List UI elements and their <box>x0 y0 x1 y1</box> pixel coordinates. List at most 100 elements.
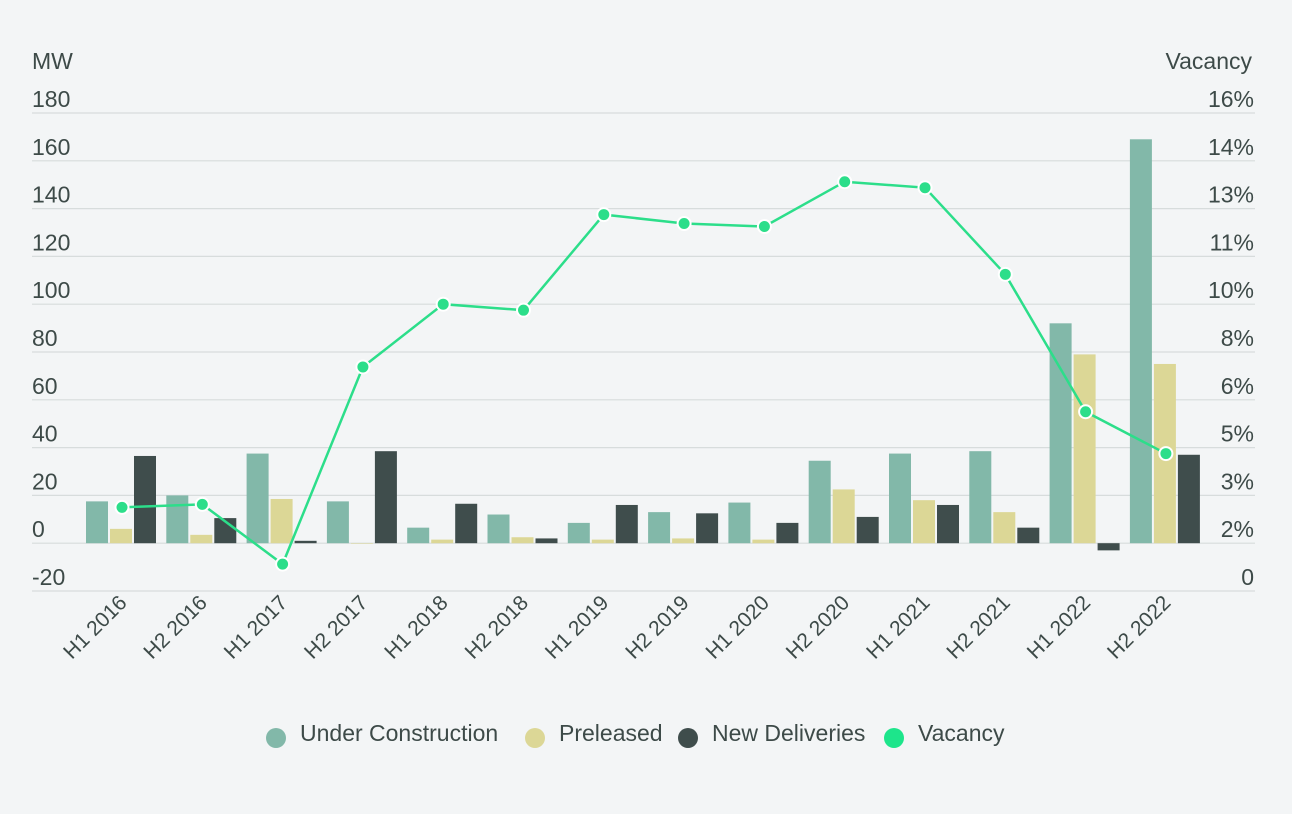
bar-new-deliveries <box>535 538 558 544</box>
bar-new-deliveries <box>134 455 156 544</box>
legend-label: Preleased <box>559 720 663 746</box>
bar-preleased <box>431 539 454 544</box>
bar-under-construction <box>166 495 189 544</box>
vacancy-point <box>435 296 451 312</box>
y-tick-label: 140 <box>32 182 70 208</box>
right-axis-title: Vacancy <box>1165 48 1252 74</box>
vacancy-point <box>114 499 130 515</box>
y2-tick-label: 8% <box>1221 325 1254 351</box>
x-tick-label: H1 2018 <box>380 591 452 663</box>
category-labels: H1 2016 H2 2016 H1 2017 H2 2017 H1 2018 H2 20… <box>59 591 1175 663</box>
vacancy-point <box>1078 404 1094 420</box>
vacancy-point <box>676 216 692 232</box>
vacancy-point <box>596 207 612 223</box>
bar-preleased <box>832 489 855 544</box>
y-tick-label: 120 <box>32 229 70 255</box>
y-tick-label: 100 <box>32 277 70 303</box>
bar-preleased <box>110 528 132 544</box>
bar-under-construction <box>728 502 751 544</box>
y-tick-label: 0 <box>32 516 45 542</box>
bar-new-deliveries <box>856 516 879 544</box>
bar-under-construction <box>1129 139 1152 544</box>
x-tick-label: H1 2016 <box>59 591 131 663</box>
bar-under-construction <box>648 512 671 544</box>
vacancy-point <box>516 302 531 318</box>
x-tick-label: H2 2022 <box>1103 591 1175 663</box>
legend-swatch <box>266 728 286 748</box>
bar-under-construction <box>889 453 911 544</box>
bar-preleased <box>511 537 534 544</box>
bar-new-deliveries <box>294 540 317 544</box>
bar-new-deliveries <box>374 451 397 544</box>
vacancy-point <box>756 219 772 235</box>
vacancy-point <box>355 359 371 375</box>
bar-preleased <box>591 539 614 544</box>
y2-tick-label: 14% <box>1208 134 1254 160</box>
legend-label: Under Construction <box>300 720 498 746</box>
vacancy-point <box>837 174 853 190</box>
left-axis-title: MW <box>32 48 73 74</box>
vacancy-point <box>917 180 933 196</box>
bar-preleased <box>752 539 775 544</box>
legend: Under Construction Preleased New Deliverie… <box>266 720 1005 748</box>
y-tick-label: 160 <box>32 134 70 160</box>
bar-under-construction <box>86 501 108 544</box>
right-axis-ticks: 16% 14% 13% 11% 10% 8% 6% 5% 3% 2% 0 <box>1208 86 1254 590</box>
bar-preleased <box>1073 354 1096 544</box>
bar-new-deliveries <box>1097 543 1120 551</box>
x-tick-label: H1 2017 <box>220 591 292 663</box>
y-tick-label: 80 <box>32 325 58 351</box>
bar-new-deliveries <box>615 504 638 544</box>
y2-tick-label: 13% <box>1208 182 1254 208</box>
bar-under-construction <box>808 460 831 544</box>
y2-tick-label: 3% <box>1221 468 1254 494</box>
x-tick-label: H2 2018 <box>461 591 533 663</box>
bar-new-deliveries <box>696 513 719 544</box>
legend-swatch <box>525 728 545 748</box>
bar-new-deliveries <box>1017 527 1040 544</box>
y2-tick-label: 11% <box>1210 229 1254 255</box>
x-tick-label: H1 2022 <box>1023 591 1095 663</box>
bar-preleased <box>672 538 695 544</box>
bar-under-construction <box>567 522 590 544</box>
y-tick-label: 20 <box>32 468 58 494</box>
legend-swatch <box>884 728 904 748</box>
bar-preleased <box>190 534 213 544</box>
y-tick-label: 180 <box>32 86 70 112</box>
legend-swatch <box>678 728 698 748</box>
y2-tick-label: 0 <box>1241 564 1254 590</box>
x-tick-label: H1 2019 <box>541 591 613 663</box>
bar-under-construction <box>487 514 510 544</box>
bar-under-construction <box>326 501 349 544</box>
bars <box>86 139 1200 551</box>
x-tick-label: H1 2021 <box>862 591 934 663</box>
bar-new-deliveries <box>1177 454 1200 544</box>
y-tick-label: -20 <box>32 564 65 590</box>
left-axis-ticks: 180 160 140 120 100 80 60 40 20 0 -20 <box>32 86 70 590</box>
bar-new-deliveries <box>937 504 959 544</box>
vacancy-line-path <box>121 180 1167 567</box>
x-tick-label: H2 2019 <box>621 591 693 663</box>
y-tick-label: 60 <box>32 373 58 399</box>
bar-preleased <box>270 498 293 544</box>
bar-new-deliveries <box>455 503 478 544</box>
vacancy-point <box>1158 446 1174 462</box>
vacancy-point <box>997 266 1013 282</box>
x-tick-label: H2 2020 <box>782 591 854 663</box>
x-tick-label: H2 2021 <box>942 591 1014 663</box>
bar-preleased <box>913 500 935 544</box>
vacancy-point <box>194 496 210 512</box>
x-tick-label: H1 2020 <box>702 591 774 663</box>
y2-tick-label: 16% <box>1208 86 1254 112</box>
y2-tick-label: 5% <box>1221 421 1254 447</box>
y2-tick-label: 2% <box>1221 516 1254 542</box>
bar-new-deliveries <box>776 522 799 544</box>
vacancy-line <box>114 174 1174 572</box>
bar-preleased <box>350 543 373 544</box>
y-tick-label: 40 <box>32 421 58 447</box>
vacancy-point <box>275 556 291 572</box>
x-tick-label: H2 2016 <box>139 591 211 663</box>
legend-label: Vacancy <box>918 720 1005 746</box>
y2-tick-label: 10% <box>1208 277 1254 303</box>
